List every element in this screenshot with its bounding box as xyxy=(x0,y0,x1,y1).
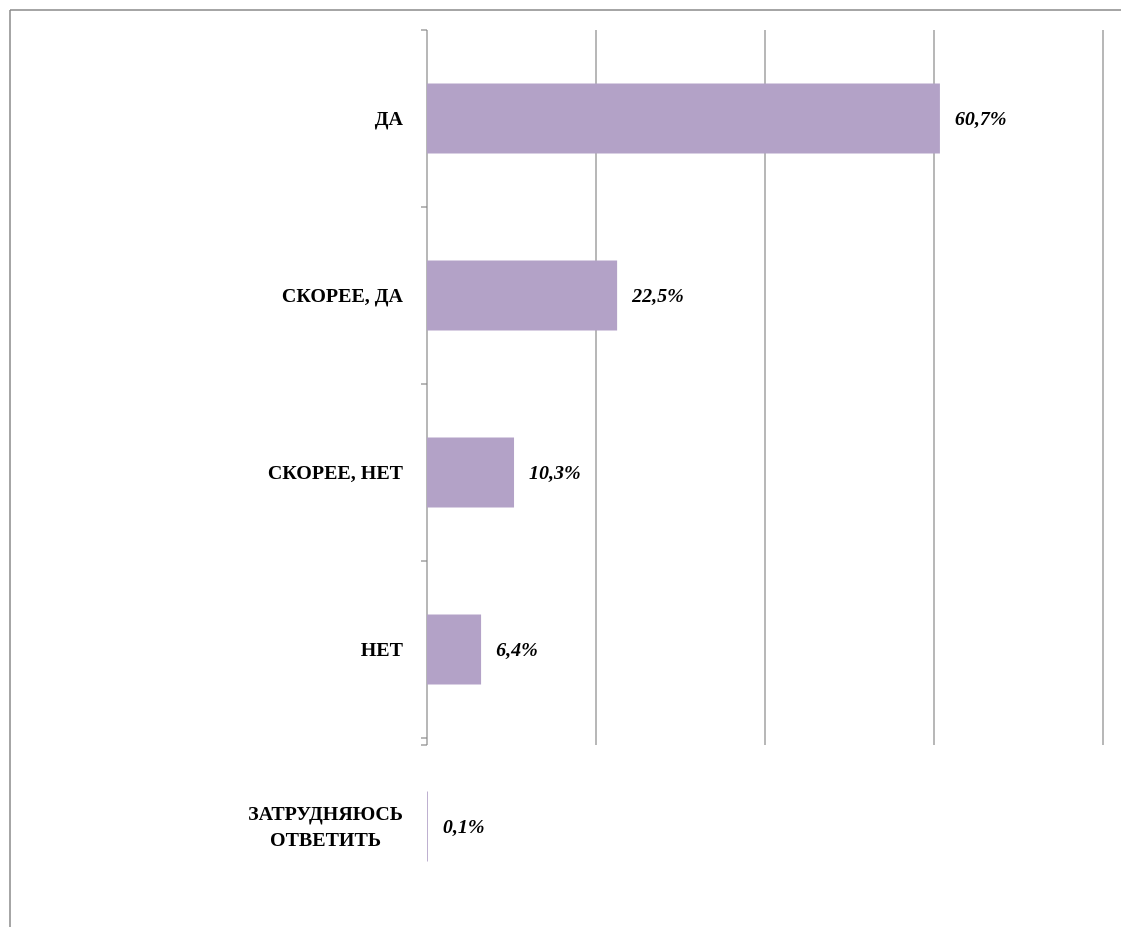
bar xyxy=(427,614,482,685)
category-label: НЕТ xyxy=(100,620,403,680)
category-text: НЕТ xyxy=(360,638,403,661)
category-label: СКОРЕЕ, ДА xyxy=(100,266,403,326)
category-text: СКОРЕЕ, НЕТ xyxy=(267,461,403,484)
category-text: ДА xyxy=(374,107,403,130)
category-label: СКОРЕЕ, НЕТ xyxy=(100,443,403,503)
bar xyxy=(427,83,940,154)
value-label: 0,1% xyxy=(443,816,485,838)
category-label: ДА xyxy=(100,89,403,149)
category-text: ЗАТРУДНЯЮСЬ ОТВЕТИТЬ xyxy=(248,802,403,851)
category-label: ЗАТРУДНЯЮСЬ ОТВЕТИТЬ xyxy=(100,797,403,857)
bar xyxy=(427,437,515,508)
bar xyxy=(427,791,428,862)
value-label: 22,5% xyxy=(631,285,684,307)
value-label: 10,3% xyxy=(529,462,581,484)
bar xyxy=(427,260,618,331)
value-label: 6,4% xyxy=(496,639,538,661)
value-label: 60,7% xyxy=(955,108,1007,130)
category-text: СКОРЕЕ, ДА xyxy=(281,284,403,307)
